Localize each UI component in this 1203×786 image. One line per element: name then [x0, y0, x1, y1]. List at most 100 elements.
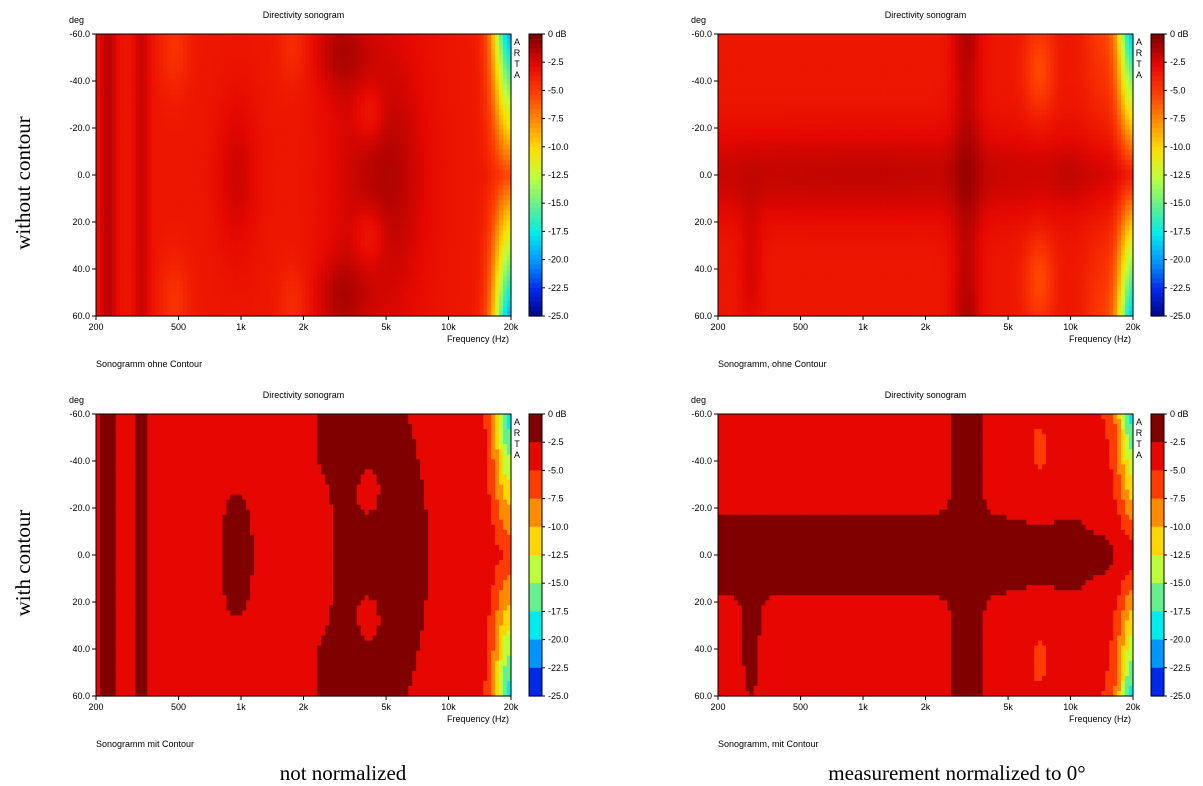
heatmap-cell: [214, 200, 220, 206]
heatmap-cell: [424, 215, 429, 221]
heatmap-cell: [246, 305, 251, 312]
heatmap-cell: [380, 34, 386, 40]
heatmap-cell: [250, 159, 255, 166]
heatmap-cell: [139, 139, 145, 146]
heatmap-cell: [179, 89, 184, 96]
heatmap-cell: [428, 64, 433, 70]
heatmap-cell: [143, 180, 148, 186]
heatmap-cell: [175, 134, 180, 141]
heatmap-cell: [218, 154, 224, 161]
heatmap-cell: [250, 305, 255, 312]
heatmap-cell: [301, 235, 307, 242]
heatmap-cell: [218, 94, 224, 101]
heatmap-cell: [368, 129, 374, 136]
heatmap-cell: [408, 180, 413, 186]
heatmap-cell: [163, 235, 168, 242]
heatmap-cell: [171, 300, 176, 307]
heatmap-cell: [171, 245, 176, 252]
heatmap-cell: [408, 74, 413, 80]
heatmap-cell: [352, 149, 358, 156]
heatmap-cell: [404, 44, 409, 50]
heatmap-cell: [416, 305, 421, 312]
heatmap-cell: [250, 34, 255, 40]
heatmap-cell: [123, 34, 129, 40]
heatmap-cell: [400, 275, 405, 282]
heatmap-cell: [273, 195, 279, 201]
heatmap-cell: [107, 305, 113, 312]
heatmap-cell: [242, 144, 247, 151]
heatmap-cell: [242, 74, 247, 80]
heatmap-cell: [99, 124, 105, 131]
heatmap-cell: [171, 154, 176, 161]
heatmap-cell: [345, 245, 350, 252]
heatmap-cell: [119, 195, 125, 201]
heatmap-cell: [171, 129, 176, 136]
heatmap-cell: [246, 64, 251, 70]
heatmap-cell: [119, 119, 125, 126]
heatmap-cell: [206, 159, 212, 166]
heatmap-cell: [198, 109, 204, 116]
heatmap-cell: [151, 169, 156, 176]
heatmap-cell: [305, 300, 311, 307]
heatmap-cell: [159, 109, 164, 116]
heatmap-cell: [250, 175, 255, 181]
heatmap-cell: [222, 310, 228, 317]
heatmap-cell: [238, 295, 243, 302]
heatmap-cell: [372, 119, 378, 126]
heatmap-cell: [179, 99, 184, 106]
heatmap-cell: [424, 240, 429, 247]
heatmap-cell: [337, 265, 342, 272]
heatmap-cell: [412, 215, 417, 221]
heatmap-cell: [123, 230, 129, 237]
heatmap-cell: [313, 94, 318, 101]
heatmap-cell: [234, 195, 239, 201]
heatmap-cell: [258, 210, 263, 216]
heatmap-cell: [309, 265, 314, 272]
heatmap-cell: [416, 109, 421, 116]
heatmap-cell: [210, 210, 216, 216]
heatmap-cell: [179, 300, 184, 307]
heatmap-cell: [325, 44, 330, 50]
heatmap-cell: [416, 59, 421, 65]
heatmap-cell: [265, 144, 271, 151]
heatmap-cell: [131, 290, 137, 297]
heatmap-cell: [337, 295, 342, 302]
heatmap-cell: [194, 205, 200, 211]
heatmap-cell: [400, 235, 405, 242]
heatmap-cell: [404, 275, 409, 282]
heatmap-cell: [99, 210, 105, 216]
heatmap-cell: [388, 154, 394, 161]
heatmap-cell: [265, 300, 271, 307]
heatmap-cell: [435, 64, 441, 70]
heatmap-cell: [147, 144, 152, 151]
heatmap-cell: [206, 109, 212, 116]
heatmap-cell: [111, 240, 117, 247]
heatmap-cell: [329, 235, 334, 242]
heatmap-cell: [424, 64, 429, 70]
heatmap-cell: [238, 134, 243, 141]
heatmap-cell: [404, 305, 409, 312]
heatmap-cell: [202, 195, 208, 201]
heatmap-cell: [131, 49, 137, 55]
heatmap-cell: [380, 49, 386, 55]
heatmap-cell: [348, 275, 354, 282]
heatmap-cell: [329, 200, 334, 206]
heatmap-cell: [360, 89, 366, 96]
heatmap-cell: [131, 79, 137, 85]
heatmap-cell: [297, 185, 303, 191]
heatmap-cell: [388, 175, 394, 181]
heatmap-cell: [293, 89, 299, 96]
heatmap-cell: [151, 195, 156, 201]
heatmap-cell: [396, 290, 401, 297]
heatmap-cell: [230, 159, 235, 166]
heatmap-cell: [135, 164, 141, 171]
heatmap-cell: [356, 305, 362, 312]
heatmap-cell: [412, 205, 417, 211]
heatmap-cell: [151, 79, 156, 85]
heatmap-cell: [119, 255, 125, 262]
heatmap-cell: [167, 64, 172, 70]
heatmap-cell: [198, 79, 204, 85]
heatmap-cell: [333, 210, 338, 216]
heatmap-cell: [285, 164, 291, 171]
heatmap-cell: [400, 79, 405, 85]
